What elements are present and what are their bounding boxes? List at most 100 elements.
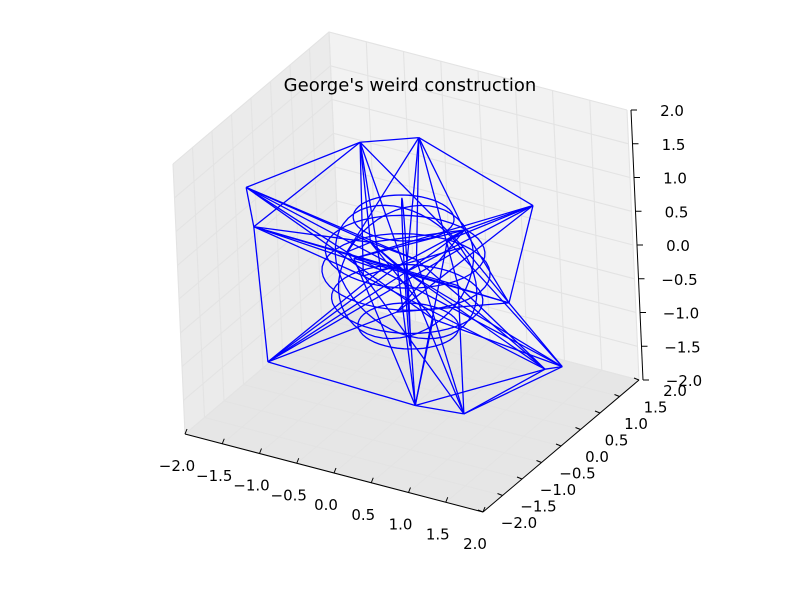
grid-line-z (178, 166, 634, 300)
grid-line-z (180, 200, 635, 334)
y-tick (575, 427, 581, 430)
axis-lines (184, 109, 649, 513)
wire-edge (544, 366, 563, 370)
wire-fan-line (245, 186, 417, 261)
x-tick-label: −1.5 (196, 467, 232, 485)
y-tick (614, 394, 620, 397)
y-tick-label: −1.5 (520, 498, 556, 516)
wireframe-surface (245, 136, 563, 415)
z-tick-label: 0.0 (666, 237, 690, 255)
y-tick-label: 1.5 (644, 399, 668, 417)
wire-fan-line (370, 241, 417, 261)
x-tick-label: 1.0 (389, 516, 413, 534)
z-tick-label: −0.5 (661, 271, 697, 289)
wire-fan-line (346, 137, 420, 253)
grid-line-z (175, 98, 631, 232)
x-tick-label: 0.0 (314, 496, 338, 514)
y-tick (594, 410, 601, 414)
grid-line-z (183, 267, 638, 401)
chart-title: George's weird construction (284, 75, 537, 96)
wire-fan-line (353, 229, 465, 259)
wire-radial-line (359, 142, 407, 273)
wire-meridian (337, 204, 475, 340)
wire-fan-line (396, 229, 466, 313)
wire-ring (357, 302, 460, 350)
wire-fan-line (416, 259, 546, 370)
wire-edge (463, 366, 563, 415)
wire-fan-line (253, 226, 364, 277)
z-tick-label: −2.0 (666, 372, 702, 390)
y-tick (633, 377, 640, 381)
y-tick-label: −0.5 (559, 465, 595, 483)
y-tick (536, 460, 542, 463)
wire-edge (267, 361, 416, 407)
wire-fan-line (353, 204, 534, 259)
wire-fan-line (346, 241, 371, 253)
z-tick-label: 0.5 (665, 203, 689, 221)
y-tick-label: 0.0 (585, 448, 609, 466)
wire-fan-line (418, 137, 459, 286)
x-tick (184, 428, 188, 435)
y-tick-label: 2.0 (663, 382, 687, 400)
wire-edge (508, 205, 534, 304)
grid-line-z (177, 132, 632, 266)
wire-edge (253, 141, 361, 228)
wire-fan-line (267, 269, 382, 363)
y-tick (497, 493, 503, 496)
x-tick (445, 497, 449, 503)
wire-fan-line (415, 259, 465, 415)
wire-edge (370, 241, 398, 267)
wire-fan-line (363, 275, 546, 370)
x-tick-label: 1.5 (426, 525, 450, 543)
wire-radial-line (405, 271, 563, 368)
wire-edge (418, 137, 466, 231)
y-tick-label: 1.0 (624, 415, 648, 433)
wire-fan-line (462, 246, 510, 304)
wire-edge (463, 368, 546, 415)
x-tick-label: 2.0 (463, 535, 487, 553)
tick-labels: −2.0−1.5−1.0−0.50.00.51.01.52.0−2.0−1.5−… (159, 102, 702, 553)
wire-radial-line (267, 271, 407, 363)
wire-radial-line (405, 137, 420, 273)
wire-edge (418, 137, 534, 207)
y-tick (516, 476, 523, 480)
x-tick-label: −0.5 (271, 486, 307, 504)
wire-edge (253, 226, 269, 362)
wire-meridian (334, 204, 478, 340)
x-tick (408, 487, 411, 493)
wire-fan-line (447, 204, 534, 241)
wire-edge (415, 404, 464, 415)
wire-fan-line (414, 240, 449, 406)
wire-meridian (400, 197, 412, 347)
x-tick (221, 438, 225, 444)
x-tick (482, 506, 486, 513)
wire-radial-line (405, 271, 465, 415)
grid-line-z (172, 31, 628, 165)
wire-fan-line (253, 226, 382, 271)
z-tick-label: −1.0 (663, 305, 699, 323)
wire-fan-line (457, 285, 465, 414)
y-tick-label: 0.5 (605, 432, 629, 450)
x-tick-label: 0.5 (351, 506, 375, 524)
x-tick-label: −1.0 (233, 477, 269, 495)
z-tick-label: 1.0 (663, 170, 687, 188)
x-tick-label: −2.0 (159, 457, 195, 475)
wire-fan-line (446, 239, 563, 368)
y-tick-label: −1.0 (540, 481, 576, 499)
wire-fan-line (253, 226, 459, 287)
wire-fan-line (369, 241, 434, 320)
wire-edge (245, 187, 255, 227)
wire-fan-line (346, 251, 563, 368)
z-tick-label: −1.5 (664, 338, 700, 356)
y-tick-label: −2.0 (501, 514, 537, 532)
y-tick (477, 509, 484, 513)
y-tick (555, 443, 562, 447)
x-tick (370, 477, 374, 483)
z-tick-label: 1.5 (662, 136, 686, 154)
x-tick (296, 458, 300, 464)
wire-edge (415, 368, 546, 407)
wire-fan-line (359, 141, 464, 248)
wire-edge (245, 141, 361, 189)
wire-fan-line (397, 246, 464, 267)
